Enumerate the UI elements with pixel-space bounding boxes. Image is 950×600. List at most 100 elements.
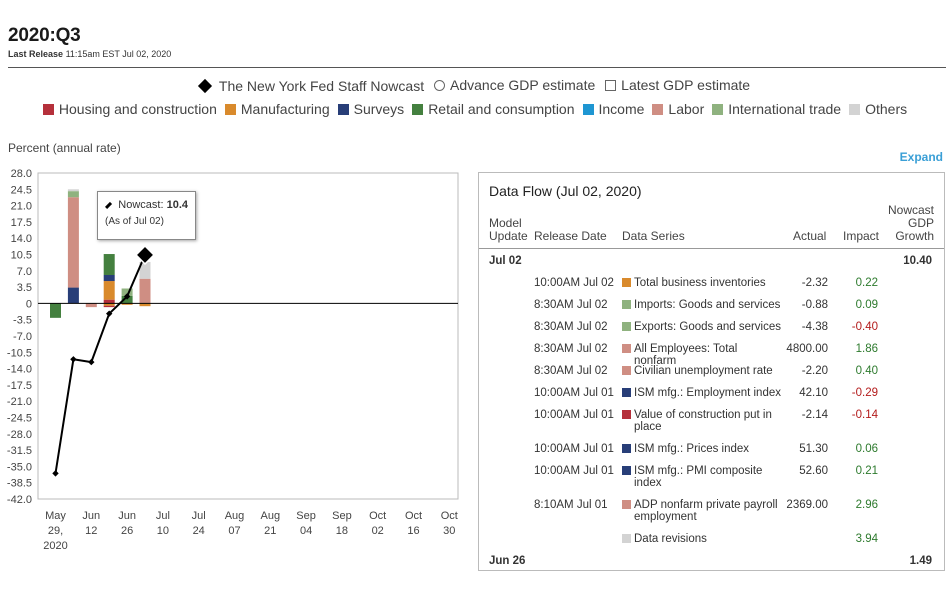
series-label: ISM mfg.: PMI composite index [634,465,763,489]
legend-advance-gdp[interactable]: Advance GDP estimate [434,77,595,93]
legend-category-0[interactable]: Housing and construction [42,101,217,117]
x-tick-label: Oct [405,510,422,522]
series-label: Civilian unemployment rate [634,365,773,377]
actual-value: -0.88 [801,299,828,311]
header-nowcast-gdp-growth: Nowcast GDP Growth [887,203,934,243]
bar-segment[interactable] [103,274,115,282]
bar-segment[interactable] [67,197,79,288]
bar-segment[interactable] [139,278,151,304]
bar-segment[interactable] [67,287,79,304]
bar-segment[interactable] [50,303,61,318]
data-flow-row[interactable]: Data revisions 3.94 [479,533,944,557]
data-flow-row[interactable]: 8:30AM Jul 02 Imports: Goods and services… [479,299,944,323]
data-series: Total business inventories [622,277,782,289]
actual-value: 52.60 [799,465,828,477]
release-label: Last Release [8,49,64,59]
bar-segment[interactable] [103,254,115,275]
bar-segment[interactable] [67,191,79,198]
y-tick-label: -38.5 [7,478,32,490]
x-tick-label: 2020 [43,540,67,552]
impact-value: -0.29 [851,387,878,399]
legend-swatch [582,103,594,115]
x-tick-label: Oct [441,510,458,522]
impact-value: 0.22 [855,277,878,289]
bar-segment[interactable] [121,295,133,304]
bar-segment[interactable] [139,261,151,279]
bar-segment[interactable] [103,281,115,300]
x-tick-label: 10 [157,525,169,537]
x-tick-label: 29, [48,525,63,537]
legend-category-label: Others [865,101,908,117]
header-divider [479,248,944,249]
x-tick-label: Jun [118,510,136,522]
x-tick-label: 30 [443,525,455,537]
nowcast-point[interactable] [70,356,77,363]
bar-segment[interactable] [103,303,115,306]
y-tick-label: 24.5 [11,184,32,196]
y-tick-label: 21.0 [11,201,32,213]
impact-value: -0.40 [851,321,878,333]
nowcast-point[interactable] [134,244,156,266]
release-date: 10:00AM Jul 01 [534,465,614,477]
data-flow-row[interactable]: 8:10AM Jul 01 ADP nonfarm private payroll… [479,499,944,523]
data-flow-row[interactable]: 10:00AM Jul 01 ISM mfg.: PMI composite in… [479,465,944,489]
page-header: 2020:Q3 [8,25,81,47]
x-tick-label: 24 [193,525,205,537]
series-label: Total business inventories [634,277,766,289]
data-flow-row[interactable]: 8:30AM Jul 02 All Employees: Total nonfar… [479,343,944,367]
bar-segment[interactable] [139,303,151,307]
x-tick-label: Aug [225,510,245,522]
x-tick-label: Sep [332,510,352,522]
legend-category-4[interactable]: Income [582,101,644,117]
diamond-icon [105,201,113,209]
actual-value: 2369.00 [786,499,828,511]
data-flow-row[interactable]: 10:00AM Jul 01 ISM mfg.: Employment index… [479,387,944,411]
data-flow-row[interactable]: 8:30AM Jul 02 Exports: Goods and services… [479,321,944,345]
bar-segment[interactable] [121,303,133,305]
x-tick-label: 21 [264,525,276,537]
legend-swatch [412,103,424,115]
legend-category-3[interactable]: Retail and consumption [412,101,575,117]
nowcast-line [54,254,146,474]
expand-link[interactable]: Expand [899,150,943,164]
series-swatch [622,466,631,475]
data-flow-row[interactable]: 10:00AM Jul 01 Value of construction put … [479,409,944,433]
series-label: ISM mfg.: Employment index [634,387,781,399]
legend-category-7[interactable]: Others [849,101,907,117]
bar-segment[interactable] [121,288,133,296]
bar-segment[interactable] [103,299,115,304]
last-release: Last Release 11:15am EST Jul 02, 2020 [8,49,171,59]
data-flow-row[interactable]: 10:00AM Jul 02 Total business inventories… [479,277,944,301]
legend-latest-gdp[interactable]: Latest GDP estimate [605,77,750,93]
release-date: 8:10AM Jul 01 [534,499,608,511]
data-flow-row[interactable]: 8:30AM Jul 02 Civilian unemployment rate -… [479,365,944,389]
x-tick-label: 26 [121,525,133,537]
nowcast-point[interactable] [88,358,95,366]
legend-category-1[interactable]: Manufacturing [224,101,330,117]
bar-segment[interactable] [85,303,97,308]
legend-category-5[interactable]: Labor [652,101,704,117]
y-tick-label: 10.5 [11,250,32,262]
nowcast-point[interactable] [52,470,59,477]
nowcast-point[interactable] [106,310,113,317]
nowcast-point[interactable] [123,293,131,300]
x-tick-label: Jun [82,510,100,522]
data-flow-title: Data Flow (Jul 02, 2020) [489,183,642,199]
legend-swatch [712,103,724,115]
bar-segment[interactable] [67,189,79,192]
header-data-series: Data Series [622,229,685,243]
page-title: 2020:Q3 [8,25,81,46]
bar-segment[interactable] [103,305,115,308]
legend-nowcast[interactable]: The New York Fed Staff Nowcast [197,78,424,94]
y-tick-label: -28.0 [7,429,32,441]
series-swatch [622,322,631,331]
y-tick-label: -42.0 [7,494,32,506]
y-tick-label: 7.0 [17,266,32,278]
legend-swatch [42,103,54,115]
category-legend: Housing and construction Manufacturing Sur… [0,101,950,118]
legend-latest-gdp-label: Latest GDP estimate [621,77,751,93]
legend-category-2[interactable]: Surveys [337,101,404,117]
data-flow-row[interactable]: 10:00AM Jul 01 ISM mfg.: Prices index 51.3… [479,443,944,467]
legend-category-6[interactable]: International trade [712,101,841,117]
header-divider [8,67,946,68]
